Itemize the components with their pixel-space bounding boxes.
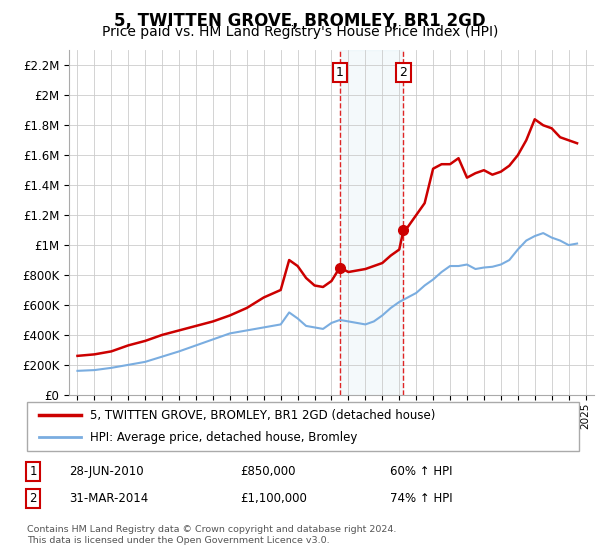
Text: £850,000: £850,000 xyxy=(240,465,296,478)
Text: 60% ↑ HPI: 60% ↑ HPI xyxy=(390,465,452,478)
Text: 31-MAR-2014: 31-MAR-2014 xyxy=(69,492,148,505)
Text: 1: 1 xyxy=(336,67,344,80)
Text: 2: 2 xyxy=(400,67,407,80)
Text: Price paid vs. HM Land Registry's House Price Index (HPI): Price paid vs. HM Land Registry's House … xyxy=(102,25,498,39)
Text: £1,100,000: £1,100,000 xyxy=(240,492,307,505)
Text: HPI: Average price, detached house, Bromley: HPI: Average price, detached house, Brom… xyxy=(90,431,358,444)
Text: 5, TWITTEN GROVE, BROMLEY, BR1 2GD (detached house): 5, TWITTEN GROVE, BROMLEY, BR1 2GD (deta… xyxy=(90,409,436,422)
Text: 1: 1 xyxy=(29,465,37,478)
Text: 74% ↑ HPI: 74% ↑ HPI xyxy=(390,492,452,505)
Text: 2: 2 xyxy=(29,492,37,505)
Bar xyxy=(340,50,403,395)
Text: 28-JUN-2010: 28-JUN-2010 xyxy=(69,465,143,478)
Text: 5, TWITTEN GROVE, BROMLEY, BR1 2GD: 5, TWITTEN GROVE, BROMLEY, BR1 2GD xyxy=(114,12,486,30)
Text: Contains HM Land Registry data © Crown copyright and database right 2024.
This d: Contains HM Land Registry data © Crown c… xyxy=(27,525,397,545)
